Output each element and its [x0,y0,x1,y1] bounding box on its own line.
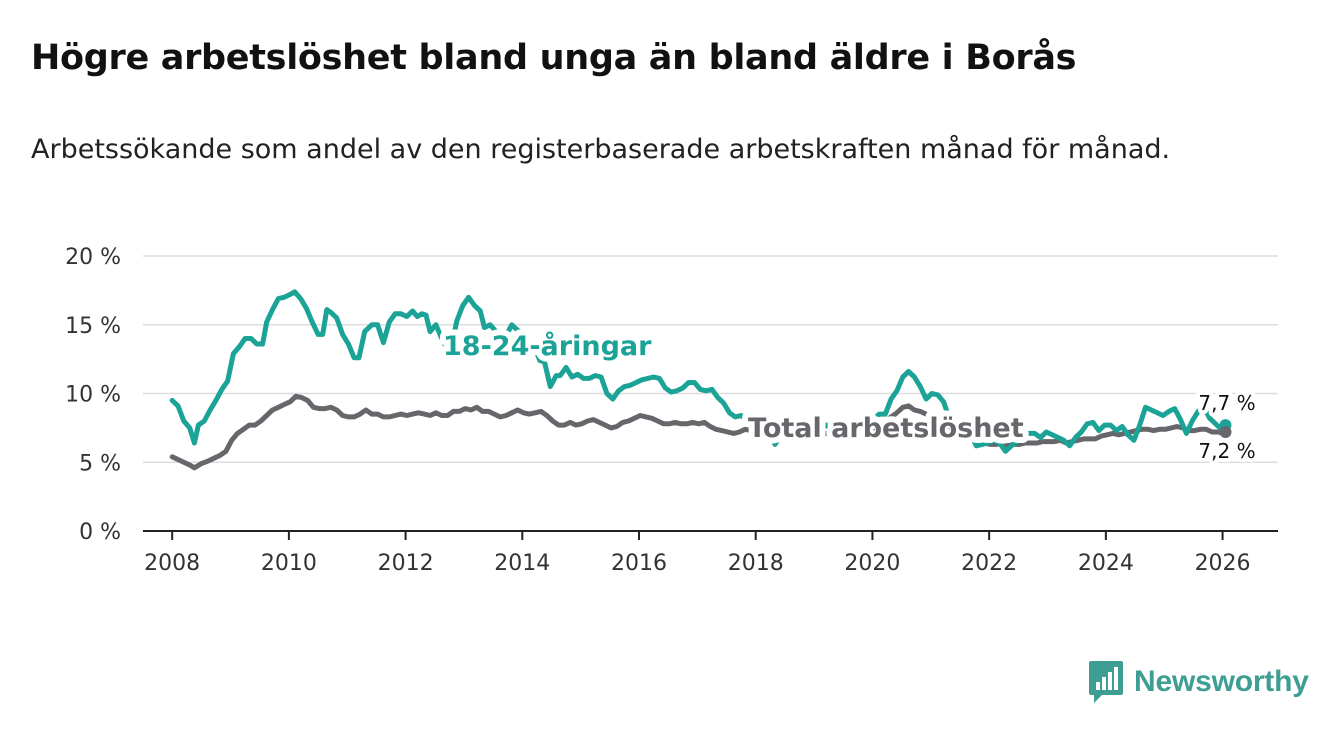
series-label-youth: 18-24-åringar [443,330,652,362]
newsworthy-icon [1089,661,1123,703]
chart-subtitle: Arbetssökande som andel av den registerb… [31,134,1171,165]
x-tick-label: 2020 [844,551,900,576]
x-tick-label: 2008 [144,551,200,576]
x-tick-label: 2022 [961,551,1017,576]
x-tick-label: 2024 [1078,551,1134,576]
y-tick-label: 0 % [79,520,121,545]
x-tick-label: 2012 [378,551,434,576]
series-line-youth [169,289,1228,454]
chart-title: Högre arbetslöshet bland unga än bland ä… [31,38,1077,78]
series-label-total-halo: Total arbetslöshet [748,413,1024,444]
end-value-label-total-halo: 7,2 % [1198,439,1255,463]
brand-name: Newsworthy [1134,665,1309,698]
x-tick-label: 2016 [611,551,667,576]
y-tick-label: 5 % [79,451,121,476]
series-line-total [169,393,1228,471]
y-tick-label: 15 % [65,314,121,339]
end-value-label-youth-halo: 7,7 % [1198,391,1255,415]
axes: 0 % 5 % 10 % 15 % 20 % 2008 2010 2012 2014 2016 20… [65,245,1278,576]
series-label-total: Total arbetslöshet [748,413,1024,444]
gridlines [143,255,1278,463]
end-value-label-youth: 7,7 % [1198,391,1255,415]
y-tick-label: 10 % [65,383,121,408]
end-value-label-total: 7,2 % [1198,439,1255,463]
x-tick-label: 2026 [1195,551,1251,576]
y-tick-label: 20 % [65,245,121,270]
newsworthy-logo: Newsworthy [1088,660,1309,704]
x-tick-label: 2010 [261,551,317,576]
x-tick-label: 2018 [728,551,784,576]
x-tick-label: 2014 [494,551,550,576]
series [169,289,1232,471]
series-label-youth-halo: 18-24-åringar [443,330,652,362]
end-marker-total [1219,426,1232,438]
